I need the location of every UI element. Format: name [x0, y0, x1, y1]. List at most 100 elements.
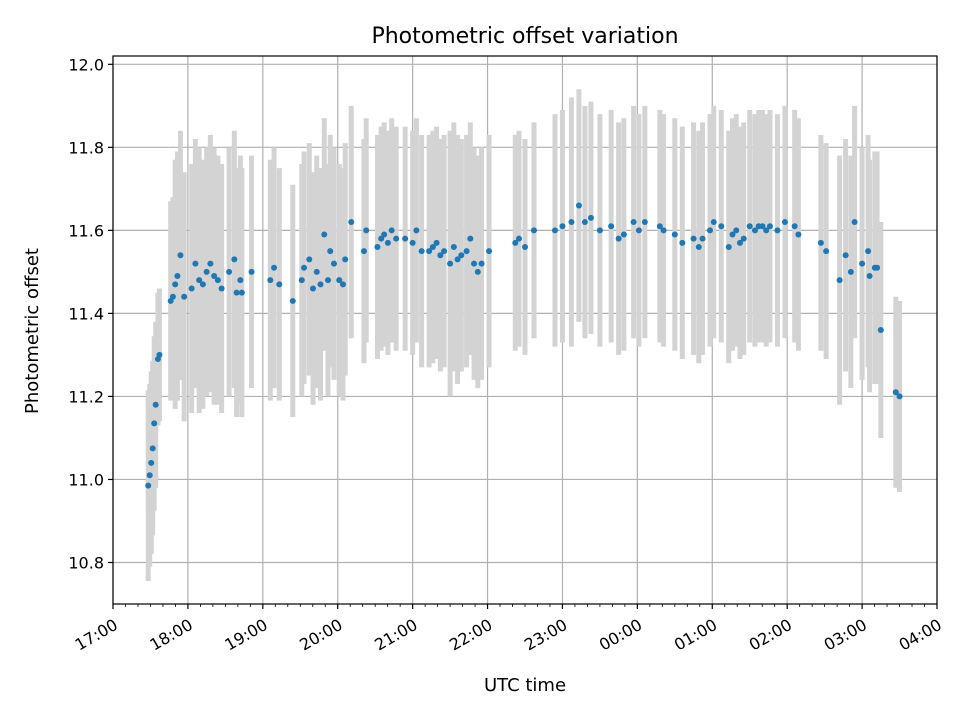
data-point — [458, 252, 465, 259]
data-point — [463, 248, 470, 255]
data-point — [330, 260, 337, 267]
data-point — [690, 235, 697, 242]
data-point — [707, 227, 714, 234]
data-point — [313, 268, 320, 275]
data-point — [551, 227, 558, 234]
data-point — [596, 227, 603, 234]
data-point — [733, 227, 740, 234]
data-point — [211, 273, 218, 280]
data-point — [426, 248, 433, 255]
data-point — [267, 277, 274, 284]
data-point — [817, 239, 824, 246]
data-point — [620, 231, 627, 238]
data-point — [310, 285, 317, 292]
data-point — [679, 239, 686, 246]
data-point — [363, 227, 370, 234]
data-point — [374, 243, 381, 250]
y-tick-label: 11.6 — [68, 221, 104, 240]
x-tick-label: 02:00 — [746, 615, 795, 655]
data-point — [148, 459, 155, 466]
x-tick-label: 23:00 — [521, 615, 570, 655]
y-tick-label: 11.4 — [68, 304, 104, 323]
data-point — [146, 472, 153, 479]
chart-title: Photometric offset variation — [371, 24, 678, 49]
x-tick-label: 00:00 — [596, 615, 645, 655]
data-point — [276, 281, 283, 288]
data-point — [339, 281, 346, 288]
data-point — [877, 327, 884, 333]
data-point — [474, 268, 481, 275]
data-point — [384, 239, 391, 246]
data-point — [478, 260, 485, 267]
data-point — [615, 235, 622, 242]
data-point — [181, 293, 188, 300]
x-tick-label: 21:00 — [371, 615, 420, 655]
data-point — [660, 227, 667, 234]
data-point — [836, 277, 843, 284]
x-tick-label: 04:00 — [896, 615, 945, 655]
data-point — [174, 273, 181, 280]
data-point — [237, 277, 244, 284]
data-point — [301, 264, 308, 271]
data-point — [418, 248, 425, 255]
data-point — [859, 260, 866, 267]
data-point — [321, 231, 328, 238]
data-point — [238, 289, 245, 296]
data-point — [725, 243, 732, 250]
data-point — [740, 235, 747, 242]
data-point — [298, 277, 305, 284]
data-point — [699, 235, 706, 242]
data-point — [441, 248, 448, 255]
data-point — [378, 235, 385, 242]
data-point — [248, 268, 255, 275]
y-tick-label: 11.8 — [68, 138, 104, 157]
data-point — [342, 256, 349, 263]
data-point — [630, 219, 637, 226]
data-point — [151, 420, 158, 427]
data-point — [289, 297, 296, 304]
data-point — [759, 223, 766, 230]
data-point — [486, 248, 493, 255]
data-point — [324, 277, 331, 284]
data-point — [559, 223, 566, 230]
data-point — [218, 285, 225, 292]
data-point — [169, 293, 176, 300]
data-point — [433, 239, 440, 246]
data-point — [710, 219, 717, 226]
data-point — [348, 219, 355, 226]
data-point — [892, 389, 899, 396]
data-point — [587, 214, 594, 221]
data-point — [393, 235, 400, 242]
data-point — [233, 289, 240, 296]
x-tick-label: 03:00 — [821, 615, 870, 655]
y-tick-label: 10.8 — [68, 553, 104, 572]
data-point — [641, 219, 648, 226]
data-point — [203, 268, 210, 275]
x-tick-label: 19:00 — [221, 615, 270, 655]
data-point — [156, 351, 163, 358]
data-point — [718, 223, 725, 230]
data-point — [823, 248, 830, 255]
data-point — [512, 239, 519, 246]
data-point — [851, 219, 858, 226]
data-point — [896, 393, 903, 400]
x-axis-label: UTC time — [484, 675, 566, 696]
data-point — [874, 264, 881, 271]
x-axis-ticks: 17:00 18:00 19:00 20:00 21:00 22:00 23:00 00:00… — [72, 604, 945, 655]
data-point — [781, 219, 788, 226]
data-point — [635, 227, 642, 234]
data-point — [608, 223, 615, 230]
data-point — [581, 219, 588, 226]
data-point — [327, 248, 334, 255]
data-point — [196, 277, 203, 284]
data-point — [450, 243, 457, 250]
data-point — [671, 231, 678, 238]
data-point — [454, 256, 461, 263]
data-point — [522, 243, 528, 250]
data-point — [192, 260, 199, 267]
y-axis-label: Photometric offset — [22, 248, 43, 414]
data-point — [188, 285, 195, 292]
data-points — [145, 202, 903, 489]
y-tick-label: 12.0 — [68, 55, 104, 74]
